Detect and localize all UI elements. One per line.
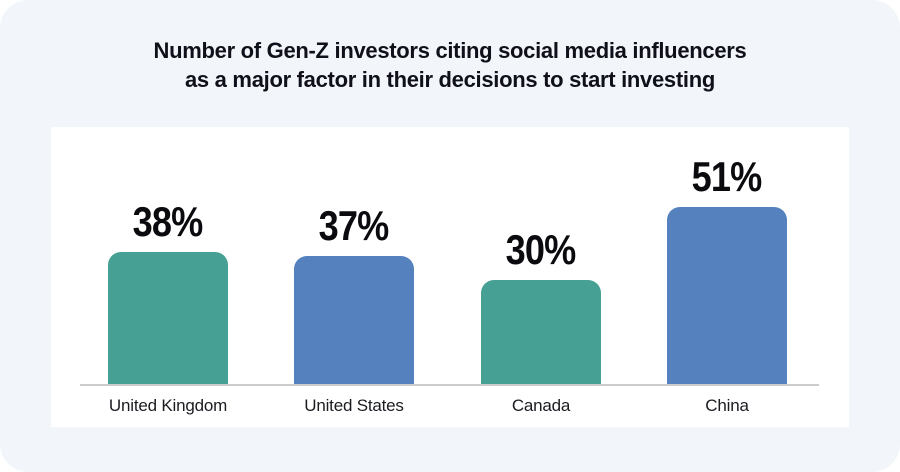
bar-value-label: 37%	[319, 202, 390, 249]
bar-column-canada: 30%	[481, 226, 601, 384]
bar	[667, 207, 787, 384]
bar-value-label: 51%	[692, 153, 763, 200]
chart-title: Number of Gen-Z investors citing social …	[0, 36, 900, 94]
bar	[294, 256, 414, 384]
bar-value-label: 38%	[133, 198, 204, 245]
bar-column-united-states: 37%	[294, 202, 414, 384]
bar-column-united-kingdom: 38%	[108, 198, 228, 384]
bar	[108, 252, 228, 384]
chart-title-line-2: as a major factor in their decisions to …	[185, 67, 715, 92]
category-label: United States	[304, 396, 404, 415]
bar	[481, 280, 601, 384]
category-label: Canada	[511, 396, 571, 415]
chart-plot-area: 38% 37% 30% 51% United Kingdom United States…	[51, 127, 849, 427]
x-axis-line	[80, 384, 819, 386]
chart-title-line-1: Number of Gen-Z investors citing social …	[153, 38, 747, 63]
category-label: China	[705, 396, 749, 415]
bar-value-label: 30%	[506, 226, 577, 273]
category-label: United Kingdom	[108, 396, 228, 415]
bar-column-china: 51%	[667, 153, 787, 384]
